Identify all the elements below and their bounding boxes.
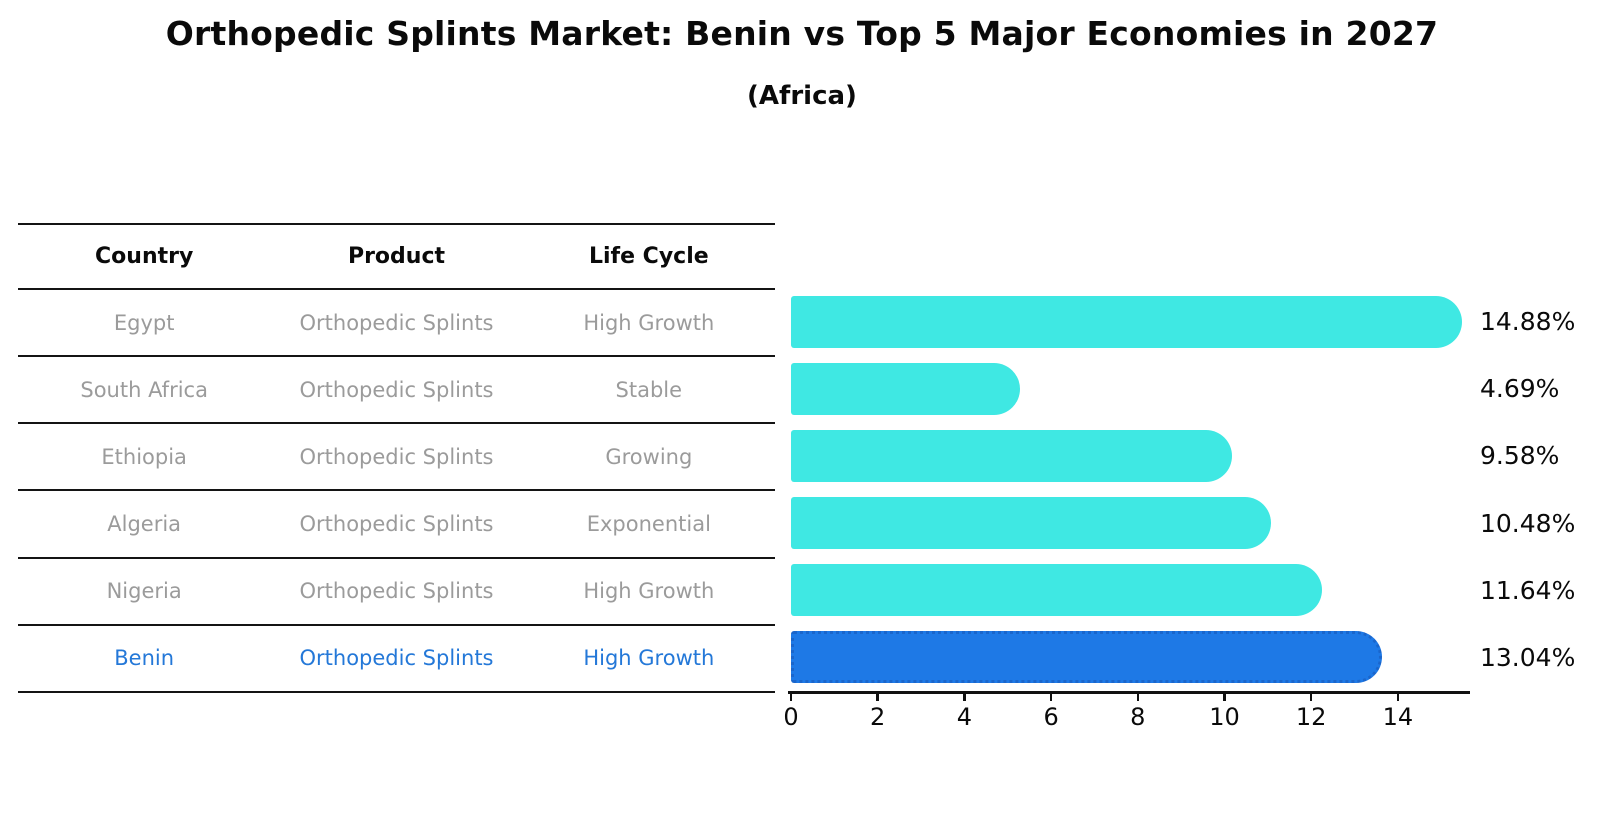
tick-mark [963, 692, 966, 701]
cell-lifecycle: Stable [615, 377, 683, 402]
table-row-algeria: Algeria Orthopedic Splints Exponential [18, 489, 775, 556]
cell-product: Orthopedic Splints [299, 377, 494, 402]
country-table: Country Product Life Cycle Egypt Orthope… [18, 223, 775, 693]
bar-algeria [791, 497, 1272, 550]
tick-label: 6 [1043, 703, 1059, 731]
table-row-nigeria: Nigeria Orthopedic Splints High Growth [18, 556, 775, 624]
cell-lifecycle: High Growth [583, 310, 715, 335]
cell-product: Orthopedic Splints [299, 512, 494, 537]
bar-row [791, 288, 1486, 355]
tick-label: 12 [1295, 703, 1327, 731]
chart-subtitle: (Africa) [747, 81, 857, 111]
table-row-egypt: Egypt Orthopedic Splints High Growth [18, 288, 775, 355]
table-row-benin: Benin Orthopedic Splints High Growth [18, 623, 775, 691]
cell-product: Orthopedic Splints [299, 579, 494, 604]
tick-mark [1136, 692, 1140, 701]
cell-country: Ethiopia [101, 444, 187, 469]
value-labels: 14.88% 4.69% 9.58% 10.48% 11.64% 13.04% [1480, 288, 1600, 691]
bar-ethiopia [791, 429, 1233, 482]
tick-mark [1396, 692, 1400, 701]
column-header-lifecycle: Life Cycle [588, 244, 709, 269]
value-label-algeria: 10.48% [1480, 508, 1576, 538]
x-axis-line [788, 691, 1470, 694]
table-row-south-africa: South Africa Orthopedic Splints Stable [18, 355, 775, 422]
tick-label: 14 [1382, 703, 1414, 731]
cell-product: Orthopedic Splints [299, 444, 494, 469]
value-label-south-africa: 4.69% [1480, 374, 1560, 404]
tick-label: 2 [870, 703, 886, 731]
bar-row [791, 624, 1486, 691]
tick-mark [789, 692, 793, 701]
tick-label: 8 [1130, 703, 1146, 731]
cell-lifecycle: Growing [605, 444, 693, 469]
cell-country: Algeria [107, 512, 182, 537]
column-header-product: Product [347, 244, 446, 269]
cell-lifecycle: High Growth [583, 579, 715, 604]
value-label-benin: 13.04% [1480, 642, 1576, 672]
tick-label: 0 [783, 703, 799, 731]
cell-lifecycle: Exponential [586, 512, 711, 537]
value-label-egypt: 14.88% [1480, 307, 1576, 337]
tick-label: 4 [956, 703, 973, 731]
bar-row [791, 489, 1486, 556]
cell-country: Nigeria [106, 579, 182, 604]
value-label-ethiopia: 9.58% [1480, 441, 1560, 471]
cell-product: Orthopedic Splints [299, 646, 494, 671]
cell-country: Benin [114, 646, 175, 671]
bar-plot [791, 288, 1486, 691]
cell-lifecycle: High Growth [583, 646, 715, 671]
table-header-row: Country Product Life Cycle [18, 223, 775, 288]
column-header-country: Country [95, 244, 194, 269]
chart-title: Orthopedic Splints Market: Benin vs Top … [165, 14, 1439, 53]
value-label-nigeria: 11.64% [1480, 575, 1576, 605]
bar-benin [791, 631, 1383, 684]
cell-country: South Africa [80, 377, 208, 402]
tick-label: 10 [1209, 703, 1240, 731]
cell-product: Orthopedic Splints [299, 310, 494, 335]
tick-mark [876, 692, 879, 701]
tick-mark [1223, 692, 1226, 701]
bar-row [791, 355, 1486, 422]
tick-mark [1309, 692, 1313, 701]
bar-row [791, 557, 1486, 624]
bar-south-africa [791, 362, 1021, 415]
tick-mark [1049, 692, 1053, 701]
bar-egypt [791, 295, 1463, 348]
cell-country: Egypt [113, 310, 175, 335]
bar-row [791, 422, 1486, 489]
bar-nigeria [791, 564, 1322, 617]
x-axis-ticks: 0 2 4 6 8 10 12 14 [783, 692, 1473, 742]
table-row-ethiopia: Ethiopia Orthopedic Splints Growing [18, 422, 775, 489]
